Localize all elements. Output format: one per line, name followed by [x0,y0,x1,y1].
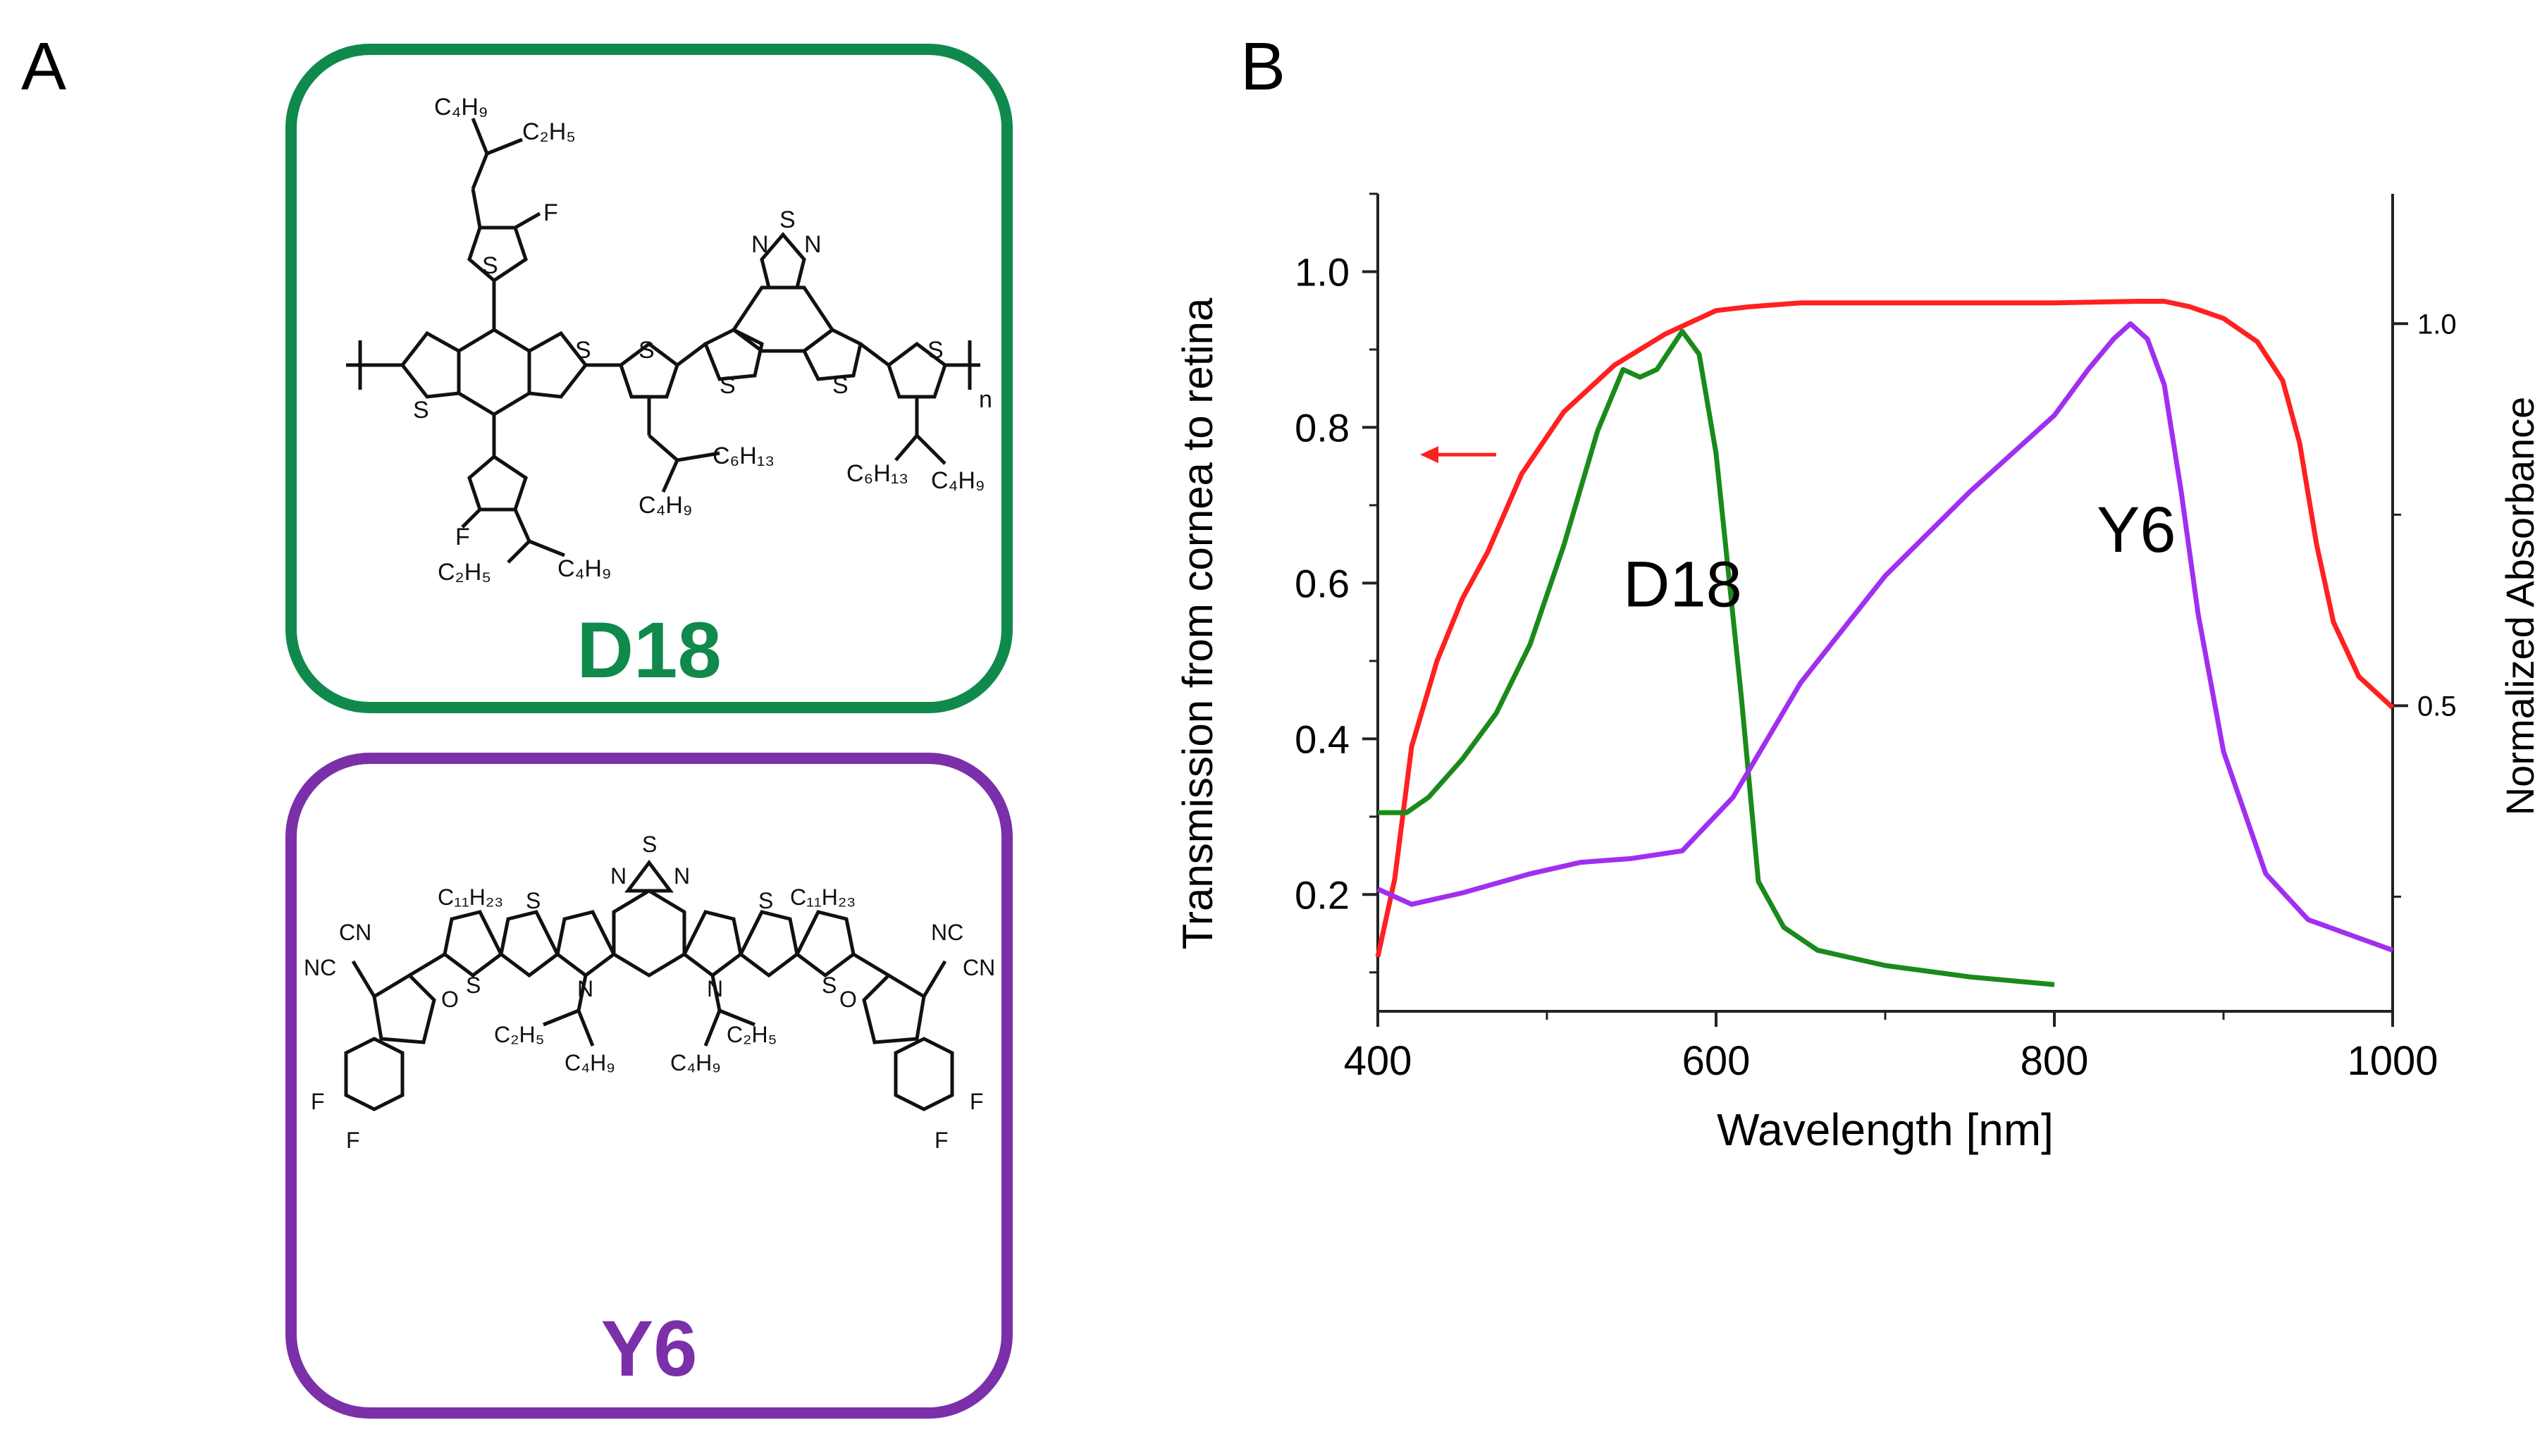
svg-text:S: S [927,337,944,364]
svg-text:C₆H₁₃: C₆H₁₃ [846,460,908,487]
svg-text:N: N [610,863,627,889]
d18-bottom-thiophene [467,454,528,512]
panel-label-a: A [21,29,67,104]
d18-top-thiophene [467,226,528,283]
y6-indanone-left [372,973,436,1044]
y6-structure-drawing: S N N C₁₁H₂₃ C₁₁H₂₃ S S S S N N CN NC NC… [304,832,995,1153]
y-tick-label-left: 0.8 [1295,405,1350,450]
y6-benzene-left [344,1037,405,1111]
d18-thiadiazole [760,232,806,290]
svg-text:S: S [822,973,837,998]
svg-text:C₄H₉: C₄H₉ [670,1050,721,1075]
y6-structure-box: S N N C₁₁H₂₃ C₁₁H₂₃ S S S S N N CN NC NC… [285,753,1013,1419]
x-tick-label: 800 [2021,1038,2089,1084]
svg-text:S: S [779,206,796,233]
y-tick-label-left: 0.6 [1295,561,1350,605]
svg-text:N: N [804,231,822,258]
y-tick-label-right: 1.0 [2417,309,2457,340]
y-tick-label-right: 0.5 [2417,691,2457,722]
d18-dtbt-left [703,328,764,381]
series-line-transmission [1375,299,2395,958]
y-axis-label-right: Normalized Absorbance [2498,397,2535,816]
svg-text:F: F [970,1089,984,1114]
svg-text:N: N [674,863,690,889]
svg-text:F: F [935,1128,949,1153]
svg-text:S: S [526,888,541,913]
chart-axes: 400 600 800 1000 0.2 0.4 0.6 0.8 1.0 0.5 1.0 [1295,192,2457,1084]
svg-text:S: S [720,372,736,399]
panel-label-b: B [1240,29,1286,104]
svg-text:n: n [979,386,992,413]
svg-text:C₂H₅: C₂H₅ [727,1022,777,1047]
d18-end-thiophene [887,341,947,399]
svg-text:S: S [575,337,591,364]
svg-text:C₂H₅: C₂H₅ [494,1022,545,1047]
x-axis-label: Wavelength [nm] [1717,1104,2054,1155]
y6-title: Y6 [600,1304,698,1393]
y-axis-label-left: Transmission from cornea to retina [1174,297,1221,949]
d18-structure-drawing: C₄H₉ C₂H₅ F S S S S S N N S S S n C₆H₁₃ … [346,94,992,586]
x-tick-label: 400 [1344,1038,1412,1084]
svg-text:F: F [543,199,558,226]
chart-series [1375,299,2395,987]
svg-text:C₁₁H₂₃: C₁₁H₂₃ [438,884,503,910]
svg-text:C₄H₉: C₄H₉ [557,555,611,582]
svg-text:F: F [455,524,470,550]
y6-thiophene-right-inner [738,910,799,978]
d18-linker-thiophene [619,341,679,399]
left-axis-arrowhead [1420,446,1438,464]
svg-text:NC: NC [304,955,336,980]
d18-dtbt-right [801,328,863,381]
y6-pyrrole-left [555,910,617,978]
svg-text:N: N [751,231,769,258]
svg-text:N: N [707,976,723,1001]
svg-text:NC: NC [931,920,963,945]
svg-text:S: S [482,252,498,279]
svg-text:S: S [639,337,655,364]
y-tick-label-left: 0.4 [1295,717,1350,761]
y6-thiophene-right-outer [794,910,856,978]
svg-text:CN: CN [339,920,371,945]
y6-thiophene-left-outer [443,910,504,978]
svg-text:N: N [577,976,593,1001]
svg-text:O: O [441,987,459,1012]
d18-thiophene-right [527,331,588,399]
svg-text:S: S [832,372,849,399]
y6-thiophene-left-inner [499,910,560,978]
svg-text:C₁₁H₂₃: C₁₁H₂₃ [790,884,856,910]
svg-text:F: F [311,1089,325,1114]
x-tick-label: 1000 [2347,1038,2438,1084]
y6-benzene-right [894,1037,954,1111]
y6-pyrrole-right [681,910,743,978]
chart-labels: Wavelength [nm] Transmission from cornea … [1174,297,2535,1155]
d18-title: D18 [576,606,722,694]
svg-text:C₄H₉: C₄H₉ [931,467,985,494]
y6-indanone-right [862,973,926,1044]
y-tick-label-left: 1.0 [1295,249,1350,294]
svg-text:C₄H₉: C₄H₉ [639,492,692,519]
y6-thiadiazole [624,859,674,893]
svg-text:C₄H₉: C₄H₉ [434,94,488,121]
svg-text:C₄H₉: C₄H₉ [565,1050,615,1075]
svg-text:S: S [466,973,481,998]
svg-text:F: F [346,1128,360,1153]
annotation-d18: D18 [1623,549,1742,621]
series-line-y6 [1376,321,2394,953]
series-line-d18 [1378,328,2055,987]
svg-text:S: S [758,888,773,913]
svg-text:S: S [413,397,429,424]
x-tick-label: 600 [1682,1038,1751,1084]
annotation-y6: Y6 [2097,494,2176,566]
svg-text:CN: CN [963,955,995,980]
svg-text:C₂H₅: C₂H₅ [438,559,491,586]
y-tick-label-left: 0.2 [1295,872,1350,917]
svg-text:O: O [839,987,857,1012]
d18-thiophene-left [400,331,461,399]
svg-text:C₆H₁₃: C₆H₁₃ [713,443,775,469]
d18-structure-box: C₄H₉ C₂H₅ F S S S S S N N S S S n C₆H₁₃ … [285,44,1013,713]
svg-text:C₂H₅: C₂H₅ [522,118,576,145]
svg-text:S: S [642,832,657,857]
